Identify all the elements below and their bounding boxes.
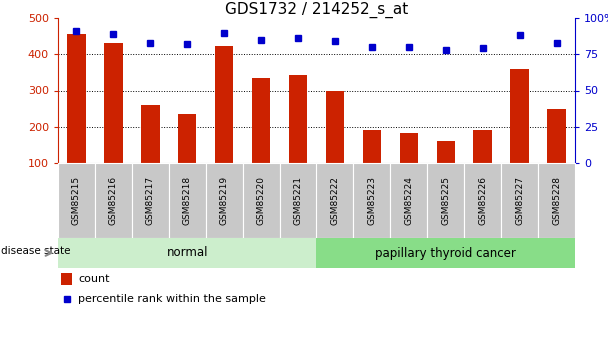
Bar — [58, 163, 95, 238]
Text: GSM85227: GSM85227 — [515, 176, 524, 225]
Text: GSM85219: GSM85219 — [219, 176, 229, 225]
Bar — [141, 105, 159, 163]
Text: GSM85228: GSM85228 — [552, 176, 561, 225]
Bar — [547, 109, 566, 163]
Text: disease state: disease state — [1, 246, 71, 256]
Bar — [465, 163, 501, 238]
Bar — [252, 78, 271, 163]
Text: papillary thyroid cancer: papillary thyroid cancer — [375, 246, 516, 259]
Bar — [427, 163, 465, 238]
Bar — [289, 75, 307, 163]
Bar — [501, 163, 538, 238]
Bar — [326, 91, 344, 163]
Text: GSM85225: GSM85225 — [441, 176, 451, 225]
Text: normal: normal — [167, 246, 208, 259]
Bar — [178, 114, 196, 163]
Text: GSM85226: GSM85226 — [478, 176, 487, 225]
Text: GSM85221: GSM85221 — [294, 176, 303, 225]
Bar — [243, 163, 280, 238]
Bar — [538, 163, 575, 238]
Bar — [58, 238, 317, 268]
Bar — [437, 141, 455, 163]
Bar — [132, 163, 169, 238]
Text: GSM85217: GSM85217 — [146, 176, 155, 225]
Bar — [399, 133, 418, 163]
Text: percentile rank within the sample: percentile rank within the sample — [78, 294, 266, 304]
Bar — [95, 163, 132, 238]
Bar — [510, 69, 529, 163]
Text: GSM85220: GSM85220 — [257, 176, 266, 225]
Bar — [353, 163, 390, 238]
Text: GSM85216: GSM85216 — [109, 176, 118, 225]
Bar — [206, 163, 243, 238]
Bar — [317, 163, 353, 238]
Bar — [362, 130, 381, 163]
Bar — [169, 163, 206, 238]
Bar — [104, 43, 123, 163]
Bar — [390, 163, 427, 238]
Text: GSM85222: GSM85222 — [331, 176, 339, 225]
Text: GSM85218: GSM85218 — [183, 176, 192, 225]
Bar — [474, 130, 492, 163]
Bar — [61, 273, 72, 285]
Title: GDS1732 / 214252_s_at: GDS1732 / 214252_s_at — [225, 2, 408, 18]
Text: GSM85215: GSM85215 — [72, 176, 81, 225]
Text: count: count — [78, 274, 109, 284]
Text: GSM85224: GSM85224 — [404, 176, 413, 225]
Bar — [317, 238, 575, 268]
Bar — [280, 163, 317, 238]
Text: GSM85223: GSM85223 — [367, 176, 376, 225]
Bar — [215, 46, 233, 163]
Bar — [67, 34, 86, 163]
